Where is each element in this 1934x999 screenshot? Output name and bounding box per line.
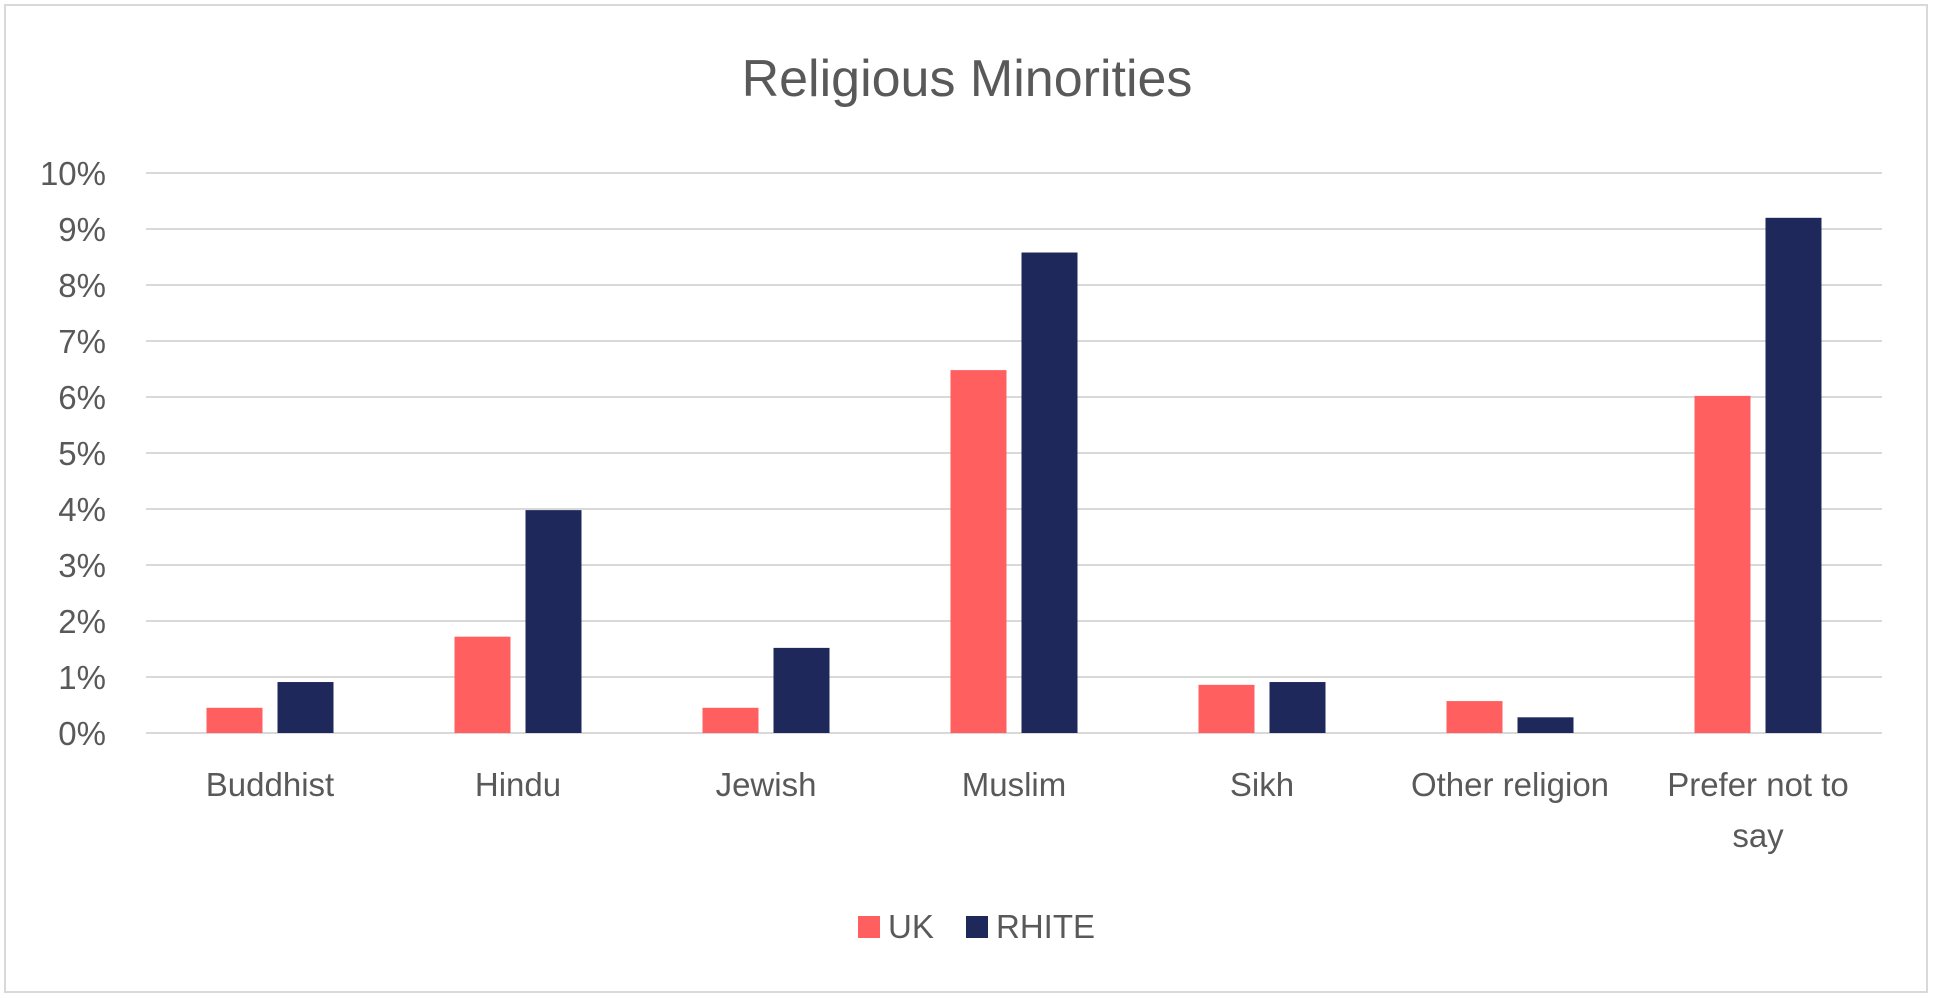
- bar-uk-other-religion: [1446, 701, 1503, 733]
- bar-uk-sikh: [1198, 684, 1255, 733]
- bar-uk-jewish: [702, 707, 759, 733]
- y-tick-label: 1%: [58, 659, 106, 696]
- y-tick-label: 5%: [58, 435, 106, 472]
- legend-label-uk: UK: [888, 908, 934, 945]
- y-tick-label: 8%: [58, 267, 106, 304]
- y-tick-label: 4%: [58, 491, 106, 528]
- y-tick-label: 0%: [58, 715, 106, 752]
- gridlines: [146, 172, 1882, 734]
- x-category-label: Prefer not to: [1667, 766, 1849, 803]
- y-tick-label: 2%: [58, 603, 106, 640]
- bar-uk-buddhist: [206, 707, 263, 733]
- legend: UK RHITE: [858, 908, 1095, 945]
- x-category-label: Hindu: [475, 766, 561, 803]
- x-category-label: Jewish: [716, 766, 817, 803]
- x-category-label: Muslim: [962, 766, 1067, 803]
- legend-swatch-uk: [858, 916, 880, 938]
- legend-label-rhite: RHITE: [996, 908, 1095, 945]
- bar-rhite-prefer-not-to-say: [1765, 217, 1822, 734]
- bar-uk-muslim: [950, 370, 1007, 733]
- x-axis-categories: Buddhist Hindu Jewish Muslim Sikh Other relig…: [206, 766, 1849, 854]
- bars: [206, 217, 1822, 734]
- x-category-label: Buddhist: [206, 766, 334, 803]
- bar-rhite-buddhist: [277, 682, 334, 733]
- y-tick-label: 10%: [40, 155, 106, 192]
- x-category-label: Sikh: [1230, 766, 1294, 803]
- y-tick-label: 3%: [58, 547, 106, 584]
- chart-title: Religious Minorities: [742, 50, 1193, 108]
- y-tick-label: 7%: [58, 323, 106, 360]
- bar-uk-hindu: [454, 636, 511, 733]
- x-category-label: Other religion: [1411, 766, 1609, 803]
- legend-swatch-rhite: [966, 916, 988, 938]
- x-category-label: say: [1732, 817, 1784, 854]
- bar-rhite-other-religion: [1517, 717, 1574, 733]
- y-axis-ticks: 0% 1% 2% 3% 4% 5% 6% 7% 8% 9% 10%: [40, 155, 106, 752]
- bar-rhite-jewish: [773, 647, 830, 733]
- y-tick-label: 9%: [58, 211, 106, 248]
- bar-rhite-sikh: [1269, 682, 1326, 733]
- bar-uk-prefer-not-to-say: [1694, 395, 1751, 733]
- bar-rhite-muslim: [1021, 252, 1078, 733]
- bar-rhite-hindu: [525, 510, 582, 733]
- y-tick-label: 6%: [58, 379, 106, 416]
